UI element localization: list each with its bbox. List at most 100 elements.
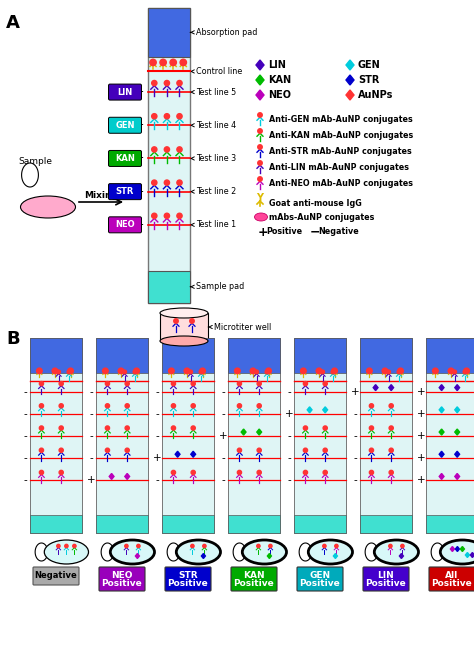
- Circle shape: [369, 426, 374, 430]
- Circle shape: [171, 470, 175, 474]
- Text: -: -: [221, 454, 225, 463]
- Text: Anti-LIN mAb-AuNP conjugates: Anti-LIN mAb-AuNP conjugates: [269, 162, 409, 172]
- Bar: [228, 338, 280, 373]
- Bar: [162, 516, 214, 533]
- Text: -: -: [287, 387, 291, 397]
- Text: Positive: Positive: [266, 228, 302, 236]
- Polygon shape: [233, 543, 246, 561]
- Polygon shape: [101, 543, 114, 561]
- Circle shape: [323, 470, 328, 474]
- Circle shape: [68, 368, 73, 373]
- Circle shape: [265, 370, 269, 374]
- Polygon shape: [256, 60, 264, 70]
- Ellipse shape: [440, 540, 474, 564]
- Text: −: −: [135, 154, 144, 164]
- Bar: [360, 338, 412, 533]
- Circle shape: [170, 59, 176, 65]
- Circle shape: [152, 180, 157, 185]
- Polygon shape: [307, 407, 312, 413]
- Circle shape: [257, 448, 261, 452]
- Circle shape: [52, 368, 58, 373]
- Circle shape: [59, 470, 64, 474]
- Polygon shape: [333, 554, 337, 558]
- Polygon shape: [256, 75, 264, 85]
- Text: KAN: KAN: [268, 75, 291, 85]
- Text: -: -: [89, 454, 93, 463]
- Circle shape: [332, 368, 337, 373]
- Circle shape: [200, 368, 205, 373]
- Text: GEN: GEN: [310, 570, 330, 580]
- Text: Test line 2: Test line 2: [191, 187, 236, 196]
- Text: +: +: [153, 454, 161, 463]
- Text: +: +: [417, 409, 425, 419]
- Polygon shape: [346, 90, 354, 100]
- FancyBboxPatch shape: [109, 118, 142, 133]
- Text: -: -: [23, 476, 27, 486]
- Text: -: -: [221, 409, 225, 419]
- Polygon shape: [257, 429, 262, 435]
- Circle shape: [39, 381, 44, 385]
- FancyBboxPatch shape: [109, 84, 142, 100]
- Circle shape: [366, 368, 372, 373]
- Ellipse shape: [160, 308, 208, 318]
- FancyBboxPatch shape: [165, 567, 211, 591]
- Circle shape: [105, 448, 109, 452]
- Text: KAN: KAN: [115, 154, 135, 163]
- Text: -: -: [353, 409, 357, 419]
- Circle shape: [180, 59, 186, 65]
- Text: Absorption pad: Absorption pad: [191, 28, 257, 37]
- Bar: [294, 516, 346, 533]
- Circle shape: [389, 544, 392, 548]
- Circle shape: [258, 161, 262, 165]
- Circle shape: [369, 470, 374, 474]
- Text: -: -: [287, 431, 291, 441]
- Polygon shape: [439, 474, 444, 480]
- Polygon shape: [400, 554, 403, 558]
- Circle shape: [316, 368, 322, 373]
- Circle shape: [382, 368, 388, 373]
- Polygon shape: [439, 407, 444, 413]
- Circle shape: [323, 381, 328, 385]
- Circle shape: [323, 426, 328, 430]
- Ellipse shape: [242, 540, 286, 564]
- Circle shape: [303, 470, 308, 474]
- Circle shape: [39, 448, 44, 452]
- Circle shape: [463, 370, 467, 374]
- Polygon shape: [167, 543, 180, 561]
- Circle shape: [369, 403, 374, 408]
- Polygon shape: [470, 552, 474, 558]
- Polygon shape: [455, 407, 460, 413]
- Text: Mixing: Mixing: [84, 190, 118, 200]
- Polygon shape: [431, 543, 444, 561]
- Ellipse shape: [374, 540, 419, 564]
- Circle shape: [257, 544, 260, 548]
- Circle shape: [125, 544, 128, 548]
- Text: Positive: Positive: [101, 580, 142, 589]
- Text: Goat anti-mouse IgG: Goat anti-mouse IgG: [269, 200, 362, 208]
- Polygon shape: [365, 543, 378, 561]
- Circle shape: [134, 368, 139, 373]
- Bar: [96, 338, 148, 373]
- Circle shape: [433, 368, 438, 373]
- FancyBboxPatch shape: [33, 567, 79, 585]
- Circle shape: [39, 403, 44, 408]
- Polygon shape: [389, 385, 393, 391]
- Text: −: −: [135, 120, 144, 130]
- Circle shape: [36, 368, 42, 373]
- Circle shape: [177, 180, 182, 185]
- Circle shape: [59, 381, 64, 385]
- Circle shape: [169, 368, 174, 373]
- Bar: [426, 338, 474, 533]
- Text: +: +: [87, 476, 95, 486]
- Polygon shape: [22, 163, 38, 187]
- Circle shape: [150, 59, 156, 65]
- Text: B: B: [6, 330, 19, 348]
- Bar: [228, 516, 280, 533]
- Polygon shape: [346, 60, 354, 70]
- Circle shape: [123, 370, 127, 374]
- Circle shape: [191, 470, 195, 474]
- Ellipse shape: [160, 336, 208, 346]
- Circle shape: [257, 470, 261, 474]
- Ellipse shape: [20, 196, 75, 218]
- Circle shape: [160, 59, 166, 65]
